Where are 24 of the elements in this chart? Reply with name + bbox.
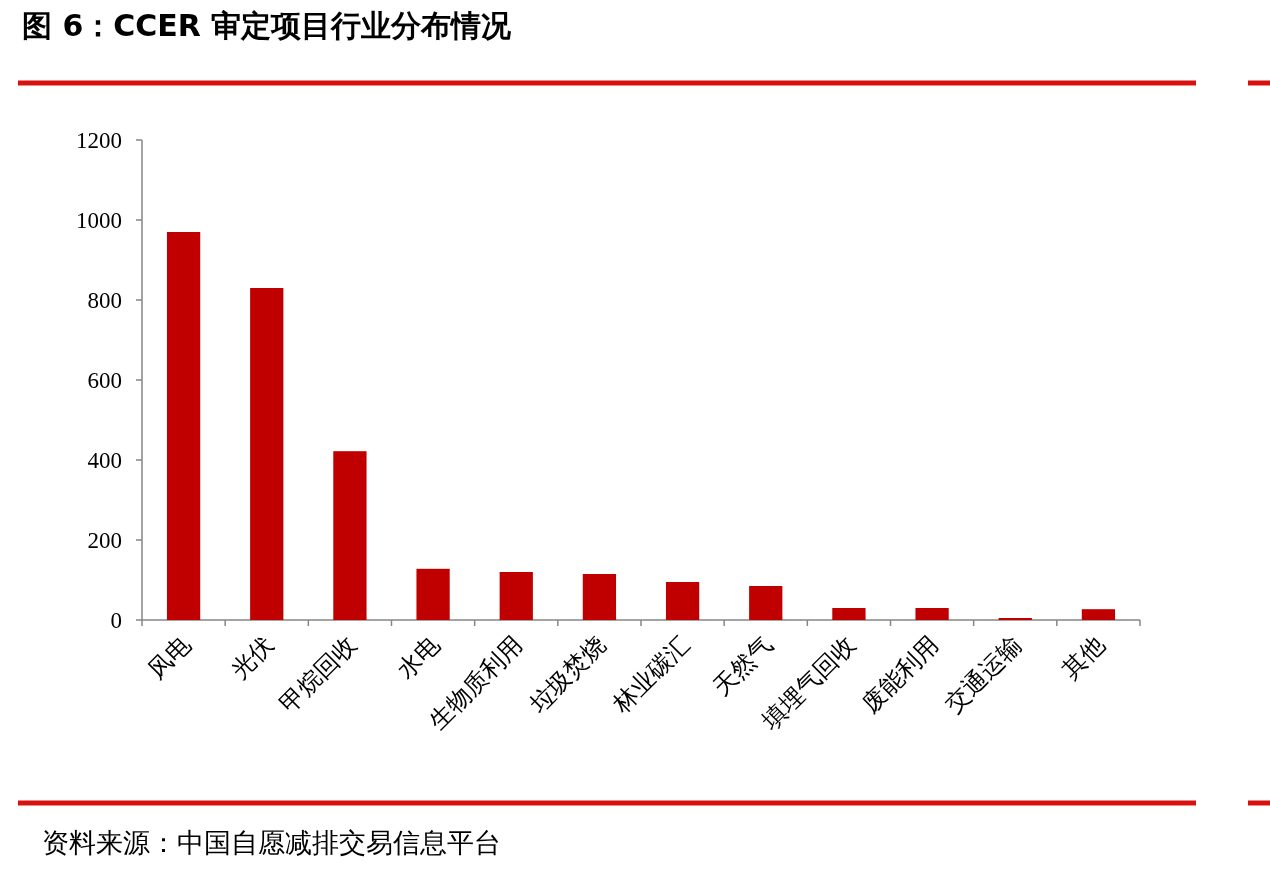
bar [915,608,949,620]
bar [416,568,450,620]
text: 资料来源：中国自愿减排交易信息平台 [42,828,501,858]
bar [582,574,617,620]
bar [832,608,866,620]
x-tick-label: 天然气 [707,631,778,701]
bar [1081,609,1116,620]
y-tick-label: 400 [87,448,122,473]
bar [749,586,783,620]
chart-title: 图 6：CCER 审定项目行业分布情况 [22,8,513,43]
y-tick-label: 200 [87,528,122,553]
y-tick-label: 600 [87,368,122,393]
bar [250,288,284,620]
bar [166,232,201,620]
bar [665,582,700,620]
y-tick-label: 1000 [76,208,122,233]
bar [499,572,533,620]
x-tick-label: 其他 [1057,631,1110,684]
y-tick-label: 0 [110,608,122,633]
y-tick-label: 1200 [76,128,122,153]
bar [333,451,367,620]
x-tick-label: 风电 [142,631,196,684]
x-tick-label: 水电 [392,631,445,684]
y-tick-label: 800 [87,288,122,313]
